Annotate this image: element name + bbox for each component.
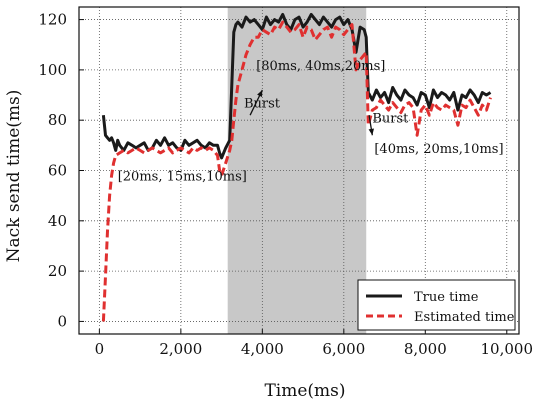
y-tick-label: 20 — [48, 262, 67, 280]
annotation-text: [40ms, 20ms,10ms] — [374, 142, 503, 157]
estimated-time-line — [101, 20, 492, 322]
burst-arrow-down-head — [368, 128, 374, 136]
legend-est-label: Estimated time — [414, 310, 515, 325]
burst-arrow-up-head — [257, 90, 263, 97]
y-tick-label: 60 — [48, 162, 67, 180]
axis-ticks: 0 2,000 4,000 6,000 8,000 10,000 0 20 40 60 80 100 1… — [38, 11, 533, 358]
annotations: [20ms, 15ms,10ms] [80ms, 40ms,20ms] Burst B… — [118, 59, 504, 185]
legend-true-label: True time — [414, 290, 479, 305]
annotation-text: Burst — [372, 112, 409, 127]
legend: True time Estimated time — [357, 279, 516, 331]
series-true-time — [101, 13, 492, 160]
true-time-line — [101, 13, 492, 160]
y-axis-title: Nack send time(ms) — [4, 90, 24, 263]
annotation-text: Burst — [244, 97, 281, 112]
series-estimated-time — [101, 20, 492, 322]
annotation-text: [80ms, 40ms,20ms] — [256, 59, 385, 74]
y-tick-label: 0 — [57, 312, 67, 330]
x-tick-label: 4,000 — [241, 340, 284, 358]
legend-box — [357, 279, 516, 331]
y-tick-label: 120 — [38, 11, 67, 29]
y-tick-label: 80 — [48, 111, 67, 129]
x-tick-label: 0 — [95, 340, 105, 358]
x-tick-label: 2,000 — [159, 340, 202, 358]
y-tick-label: 40 — [48, 212, 67, 230]
annotation-text: [20ms, 15ms,10ms] — [118, 170, 247, 185]
burst-region — [227, 7, 367, 334]
x-tick-label: 8,000 — [404, 340, 447, 358]
x-axis-title: Time(ms) — [264, 381, 345, 401]
y-tick-label: 100 — [38, 61, 67, 79]
x-tick-label: 10,000 — [481, 340, 534, 358]
x-tick-label: 6,000 — [322, 340, 365, 358]
